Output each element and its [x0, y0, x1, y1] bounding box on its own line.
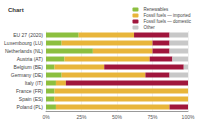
- svg-text:Spain (ES): Spain (ES): [19, 96, 44, 102]
- svg-text:EU 27 (2020): EU 27 (2020): [13, 32, 43, 38]
- svg-text:Fossil fuels — imported: Fossil fuels — imported: [143, 13, 191, 18]
- svg-text:Netherlands (NL): Netherlands (NL): [5, 48, 43, 54]
- svg-text:Poland (PL): Poland (PL): [17, 104, 44, 110]
- svg-text:0%: 0%: [42, 114, 50, 120]
- svg-text:Fossil fuels — domestic: Fossil fuels — domestic: [143, 19, 191, 24]
- svg-text:50%: 50%: [112, 114, 123, 120]
- svg-text:France (FR): France (FR): [16, 88, 43, 94]
- svg-text:Other: Other: [143, 25, 155, 30]
- svg-text:Luxembourg (LU): Luxembourg (LU): [4, 40, 43, 46]
- svg-text:Belgium (BE): Belgium (BE): [14, 64, 44, 70]
- svg-text:Italy (IT): Italy (IT): [25, 80, 44, 86]
- svg-text:Chart: Chart: [8, 7, 24, 13]
- svg-text:100%: 100%: [182, 114, 195, 120]
- svg-text:Germany (DE): Germany (DE): [11, 72, 44, 78]
- svg-text:25%: 25%: [76, 114, 87, 120]
- svg-text:Renewables: Renewables: [143, 7, 169, 12]
- svg-text:75%: 75%: [147, 114, 158, 120]
- svg-text:Austria (AT): Austria (AT): [17, 56, 44, 62]
